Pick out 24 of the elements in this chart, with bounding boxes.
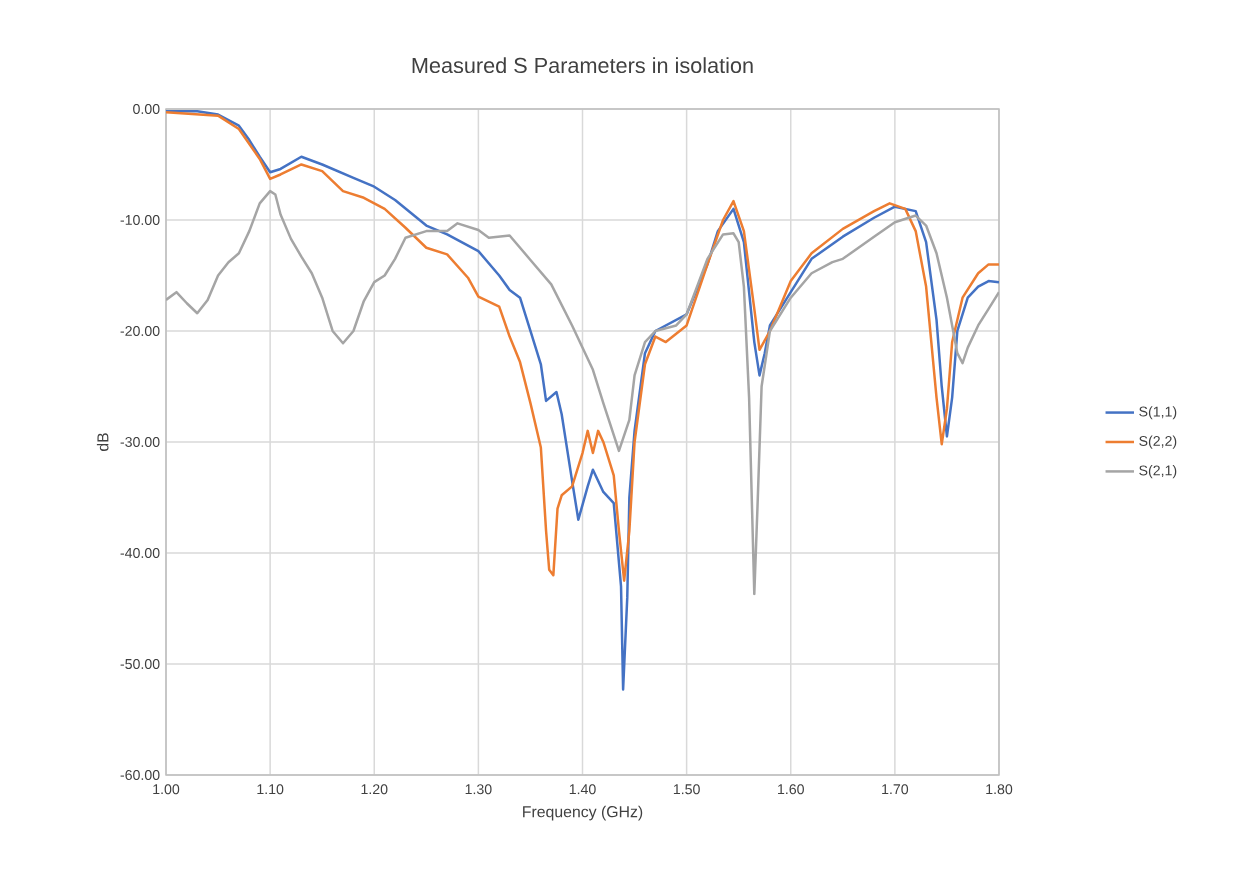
x-tick-label: 1.10 bbox=[257, 784, 284, 795]
x-tick-label: 1.50 bbox=[673, 784, 700, 795]
y-tick-label: -40.00 bbox=[120, 547, 160, 558]
x-tick-label: 1.20 bbox=[361, 784, 388, 795]
line-series bbox=[166, 189, 999, 596]
chart-title: Measured S Parameters in isolation bbox=[412, 57, 753, 74]
x-axis-title: Frequency (GHz) bbox=[523, 805, 643, 821]
y-tick-label: -50.00 bbox=[120, 658, 160, 669]
x-tick-label: 1.70 bbox=[882, 784, 909, 795]
legend-label: S(1,1) bbox=[1139, 406, 1177, 420]
line-series bbox=[166, 111, 999, 582]
x-tick-label: 1.40 bbox=[569, 784, 596, 795]
y-tick-label: 0.00 bbox=[133, 103, 160, 114]
legend-label: S(2,2) bbox=[1139, 435, 1177, 449]
legend-label: S(2,1) bbox=[1139, 465, 1177, 479]
x-tick-label: 1.30 bbox=[465, 784, 492, 795]
y-tick-label: -10.00 bbox=[120, 214, 160, 225]
x-tick-label: 1.60 bbox=[778, 784, 804, 795]
y-tick-label: -60.00 bbox=[120, 769, 160, 780]
y-tick-label: -20.00 bbox=[120, 325, 160, 336]
x-tick-label: 1.80 bbox=[986, 784, 1013, 795]
y-tick-label: -30.00 bbox=[120, 436, 160, 447]
y-axis-title: dB bbox=[96, 433, 109, 452]
x-tick-label: 1.00 bbox=[153, 784, 180, 795]
